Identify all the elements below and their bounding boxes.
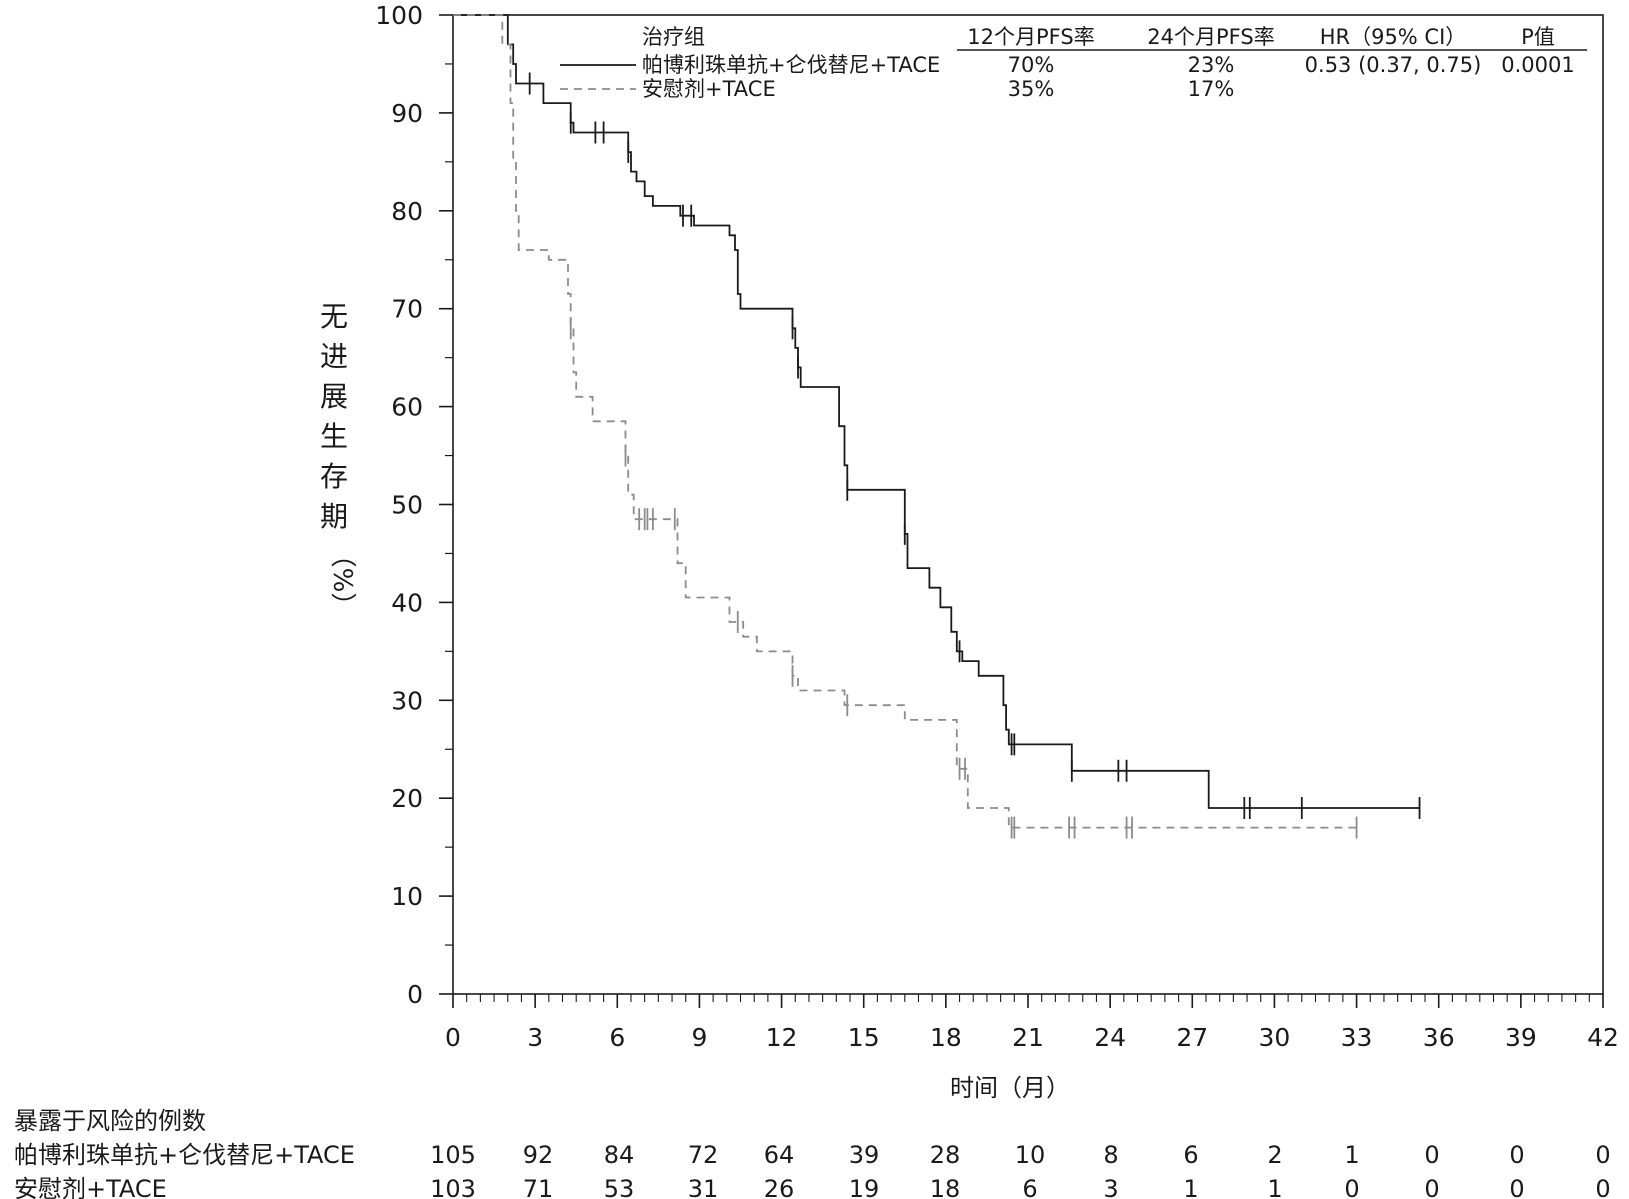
risk-value-series-2: 0 (1509, 1175, 1524, 1199)
risk-value-series-1: 92 (523, 1141, 554, 1169)
x-tick-label: 15 (848, 1023, 880, 1052)
legend-label-series-1: 帕博利珠单抗+仑伐替尼+TACE (642, 53, 940, 77)
y-axis-label-char: 展 (320, 380, 348, 413)
risk-value-series-2: 26 (764, 1175, 795, 1199)
x-tick-label: 12 (766, 1023, 798, 1052)
series-line-1 (453, 14, 1420, 809)
y-tick-label: 30 (391, 686, 423, 715)
legend-hr-value: 0.53 (0.37, 0.75) (1305, 53, 1482, 77)
x-tick-label: 3 (527, 1023, 543, 1052)
legend-pfs12-series-1: 70% (1008, 53, 1055, 77)
y-axis-label-char: 生 (320, 420, 348, 453)
legend-header-pfs24: 24个月PFS率 (1147, 25, 1274, 49)
y-tick-label: 80 (391, 197, 423, 226)
legend-header-group: 治疗组 (642, 25, 705, 49)
risk-value-series-1: 2 (1267, 1141, 1282, 1169)
risk-value-series-2: 1 (1183, 1175, 1198, 1199)
x-tick-label: 36 (1423, 1023, 1455, 1052)
legend-header-pfs12: 12个月PFS率 (967, 25, 1094, 49)
risk-table: 暴露于风险的例数 帕博利珠单抗+仑伐替尼+TACE 安慰剂+TACE 105 92… (14, 1107, 1611, 1199)
y-tick-label: 10 (391, 882, 423, 911)
x-axis-label: 时间（月） (950, 1074, 1070, 1102)
y-tick-label: 100 (375, 1, 423, 30)
x-tick-label: 33 (1341, 1023, 1373, 1052)
x-tick-label: 21 (1012, 1023, 1044, 1052)
risk-value-series-2: 0 (1595, 1175, 1610, 1199)
risk-value-series-1: 6 (1183, 1141, 1198, 1169)
risk-value-series-1: 64 (764, 1141, 795, 1169)
x-tick-label: 9 (691, 1023, 707, 1052)
risk-value-series-2: 53 (604, 1175, 635, 1199)
legend-pfs24-series-2: 17% (1188, 77, 1235, 101)
risk-value-series-1: 1 (1344, 1141, 1359, 1169)
risk-value-series-2: 0 (1424, 1175, 1439, 1199)
legend-label-series-2: 安慰剂+TACE (642, 77, 776, 101)
risk-value-series-1: 39 (849, 1141, 880, 1169)
y-axis-label-unit: （%） (327, 542, 357, 619)
y-axis-label-char: 期 (320, 500, 348, 533)
y-tick-label: 60 (391, 393, 423, 422)
risk-value-series-2: 1 (1267, 1175, 1282, 1199)
x-tick-label: 24 (1094, 1023, 1126, 1052)
risk-value-series-1: 8 (1103, 1141, 1118, 1169)
legend-header-hr: HR（95% CI） (1320, 25, 1467, 49)
risk-value-series-1: 28 (930, 1141, 961, 1169)
y-axis-label-char: 存 (320, 460, 348, 493)
y-tick-label: 0 (407, 980, 423, 1009)
risk-value-series-2: 103 (430, 1175, 476, 1199)
y-tick-label: 50 (391, 491, 423, 520)
risk-value-series-1: 0 (1509, 1141, 1524, 1169)
y-tick-label: 20 (391, 784, 423, 813)
legend-pfs12-series-2: 35% (1008, 77, 1055, 101)
risk-value-series-2: 18 (930, 1175, 961, 1199)
x-tick-label: 0 (445, 1023, 461, 1052)
y-axis: 0 10 20 30 40 50 60 70 80 90 100 (375, 1, 453, 1009)
legend-pfs24-series-1: 23% (1188, 53, 1235, 77)
y-axis-label-char: 无 (320, 300, 348, 333)
x-tick-label: 39 (1505, 1023, 1537, 1052)
risk-row-label-series-2: 安慰剂+TACE (14, 1175, 167, 1199)
x-tick-label: 30 (1259, 1023, 1291, 1052)
risk-table-title: 暴露于风险的例数 (14, 1107, 206, 1135)
x-tick-label: 18 (930, 1023, 962, 1052)
plot-frame (452, 14, 1604, 995)
x-tick-label: 6 (609, 1023, 625, 1052)
x-tick-label: 42 (1587, 1023, 1619, 1052)
x-axis: 0 3 6 9 12 15 18 21 24 27 30 33 36 39 42 (445, 994, 1619, 1052)
survival-curves (453, 14, 1421, 839)
risk-value-series-2: 19 (849, 1175, 880, 1199)
risk-value-series-2: 0 (1344, 1175, 1359, 1199)
risk-value-series-1: 0 (1424, 1141, 1439, 1169)
risk-value-series-1: 72 (688, 1141, 719, 1169)
risk-value-series-2: 6 (1022, 1175, 1037, 1199)
risk-value-series-1: 84 (604, 1141, 635, 1169)
y-tick-label: 90 (391, 99, 423, 128)
y-tick-label: 40 (391, 588, 423, 617)
legend: 治疗组 12个月PFS率 24个月PFS率 HR（95% CI） P值 帕博利珠… (560, 25, 1587, 101)
risk-row-label-series-1: 帕博利珠单抗+仑伐替尼+TACE (14, 1141, 355, 1169)
y-axis-label-char: 进 (320, 340, 348, 373)
risk-value-series-2: 71 (523, 1175, 554, 1199)
x-tick-label: 27 (1176, 1023, 1208, 1052)
risk-value-series-1: 0 (1595, 1141, 1610, 1169)
risk-value-series-2: 31 (688, 1175, 719, 1199)
risk-value-series-1: 10 (1015, 1141, 1046, 1169)
legend-p-value: 0.0001 (1501, 53, 1574, 77)
legend-header-p: P值 (1521, 25, 1555, 49)
series-line-2 (453, 14, 1357, 829)
y-tick-label: 70 (391, 295, 423, 324)
risk-value-series-1: 105 (430, 1141, 476, 1169)
risk-value-series-2: 3 (1103, 1175, 1118, 1199)
